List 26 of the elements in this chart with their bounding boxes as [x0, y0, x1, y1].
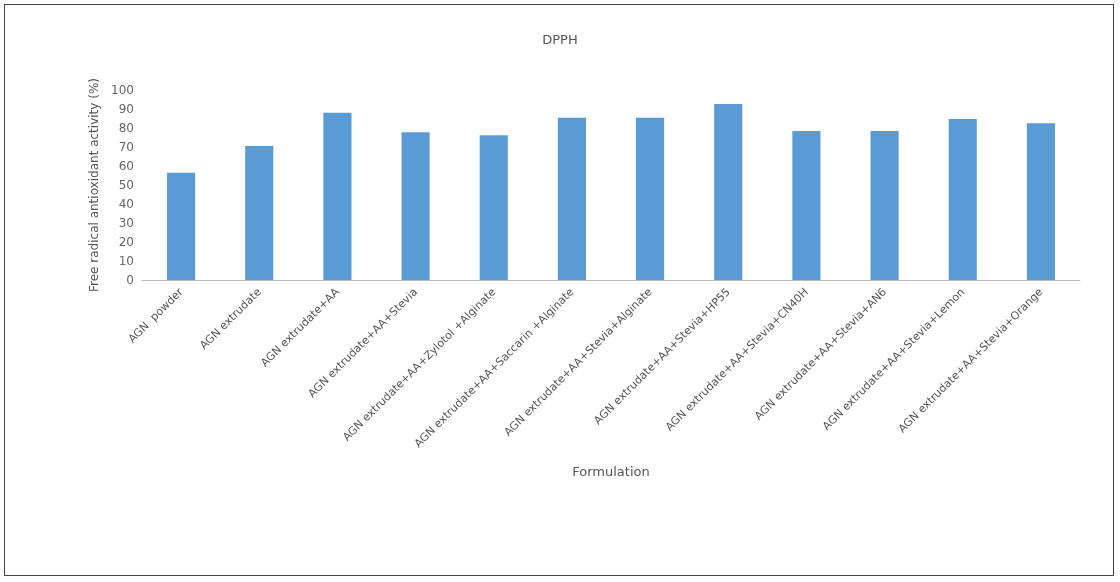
bar: [1026, 123, 1055, 280]
y-tick-label: 20: [118, 235, 134, 249]
bar: [479, 135, 508, 280]
chart-title: DPPH: [542, 32, 578, 47]
bar: [636, 117, 665, 280]
bar: [167, 172, 196, 280]
y-tick-label: 10: [118, 254, 134, 268]
y-tick-label: 70: [118, 140, 134, 154]
bar: [557, 117, 586, 280]
y-tick-label: 0: [126, 273, 134, 287]
y-tick-label: 100: [111, 83, 134, 97]
y-tick-label: 50: [118, 178, 134, 192]
x-axis-title: Formulation: [572, 464, 650, 479]
y-tick-label: 60: [118, 159, 134, 173]
y-tick-label: 40: [118, 197, 134, 211]
y-axis-title: Free radical antioxidant activity (%): [87, 78, 101, 292]
bar: [323, 112, 352, 280]
bar: [948, 119, 977, 280]
y-tick-label: 80: [118, 121, 134, 135]
bar: [792, 131, 821, 280]
bar: [870, 131, 899, 280]
bar: [401, 132, 430, 280]
y-tick-label: 90: [118, 102, 134, 116]
bar: [245, 146, 274, 280]
y-tick-label: 30: [118, 216, 134, 230]
bar: [714, 104, 743, 280]
